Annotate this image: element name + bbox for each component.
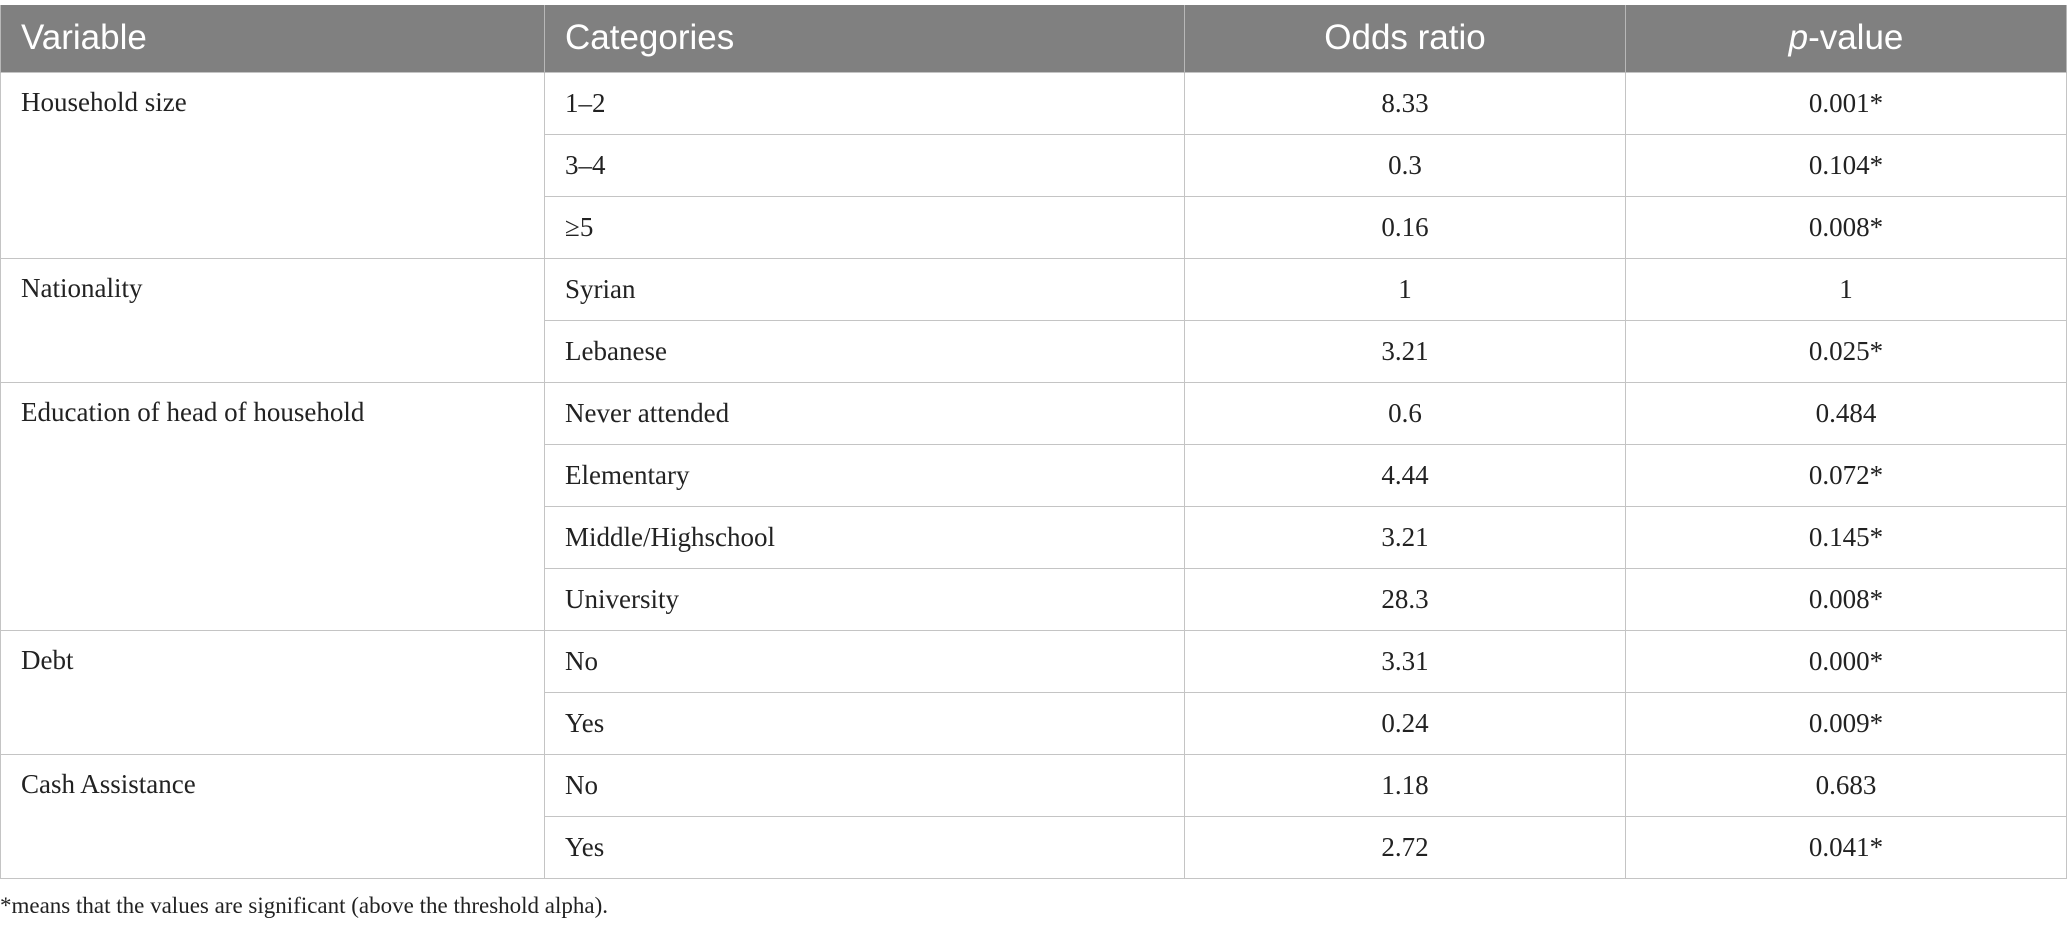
table-row: Education of head of household Never atte…: [0, 381, 2067, 631]
category-cell: University: [544, 567, 1185, 631]
odds-ratio-cell: 1: [1184, 257, 1626, 321]
odds-ratio-cell: 3.31: [1184, 629, 1626, 693]
p-value-cell: 0.009*: [1625, 691, 2067, 755]
p-value-cell: 0.008*: [1625, 195, 2067, 259]
p-value-cell: 0.104*: [1625, 133, 2067, 197]
category-cell: ≥5: [544, 195, 1185, 259]
header-p-value: p-value: [1625, 5, 2067, 72]
category-cell: 1–2: [544, 71, 1185, 135]
variable-cell: Household size: [0, 71, 545, 259]
p-value-cell: 0.484: [1625, 381, 2067, 445]
table-row: Cash Assistance No 1.18 0.683: [0, 753, 2067, 879]
variable-cell: Debt: [0, 629, 545, 755]
table-body: Household size 1–2 8.33 0.001* 3–4 0.3 0.104* ≥…: [0, 71, 2067, 879]
table-row: University 28.3 0.008*: [1, 567, 2067, 631]
p-value-cell: 1: [1625, 257, 2067, 321]
odds-ratio-cell: 3.21: [1184, 319, 1626, 383]
header-p-value-italic: p: [1788, 18, 1809, 58]
odds-ratio-cell: 8.33: [1184, 71, 1626, 135]
variable-cell: Education of head of household: [0, 381, 545, 631]
category-cell: 3–4: [544, 133, 1185, 197]
odds-ratio-cell: 1.18: [1184, 753, 1626, 817]
category-cell: Yes: [544, 691, 1185, 755]
table-row: 3–4 0.3 0.104*: [1, 133, 2067, 197]
category-cell: No: [544, 753, 1185, 817]
category-cell: Lebanese: [544, 319, 1185, 383]
p-value-cell: 0.683: [1625, 753, 2067, 817]
table-row: Middle/Highschool 3.21 0.145*: [1, 505, 2067, 569]
table-header: Variable Categories Odds ratio p-value: [0, 5, 2067, 72]
p-value-cell: 0.008*: [1625, 567, 2067, 631]
p-value-cell: 0.041*: [1625, 815, 2067, 879]
odds-ratio-cell: 3.21: [1184, 505, 1626, 569]
header-categories: Categories: [544, 5, 1185, 72]
odds-ratio-cell: 0.6: [1184, 381, 1626, 445]
odds-ratio-cell: 0.16: [1184, 195, 1626, 259]
p-value-cell: 0.001*: [1625, 71, 2067, 135]
variable-cell: Cash Assistance: [0, 753, 545, 879]
p-value-cell: 0.025*: [1625, 319, 2067, 383]
table-footnote: *means that the values are significant (…: [0, 893, 609, 918]
header-odds-ratio: Odds ratio: [1184, 5, 1626, 72]
table-row: Debt No 3.31 0.000*: [0, 629, 2067, 755]
category-cell: Elementary: [544, 443, 1185, 507]
odds-ratio-cell: 4.44: [1184, 443, 1626, 507]
odds-ratio-table: Variable Categories Odds ratio p-value H…: [0, 5, 2067, 879]
table-row: Yes 2.72 0.041*: [1, 815, 2067, 879]
table-row: Yes 0.24 0.009*: [1, 691, 2067, 755]
odds-ratio-cell: 0.3: [1184, 133, 1626, 197]
header-row: Variable Categories Odds ratio p-value: [0, 5, 2067, 72]
p-value-cell: 0.000*: [1625, 629, 2067, 693]
table-row: Elementary 4.44 0.072*: [1, 443, 2067, 507]
header-p-value-suffix: -value: [1808, 18, 1904, 58]
odds-ratio-cell: 2.72: [1184, 815, 1626, 879]
category-cell: Syrian: [544, 257, 1185, 321]
table-row: Nationality Syrian 1 1: [0, 257, 2067, 383]
category-cell: Middle/Highschool: [544, 505, 1185, 569]
header-variable: Variable: [0, 5, 545, 72]
variable-cell: Nationality: [0, 257, 545, 383]
p-value-cell: 0.072*: [1625, 443, 2067, 507]
p-value-cell: 0.145*: [1625, 505, 2067, 569]
category-cell: Never attended: [544, 381, 1185, 445]
odds-ratio-cell: 0.24: [1184, 691, 1626, 755]
category-cell: Yes: [544, 815, 1185, 879]
table-row: Household size 1–2 8.33 0.001*: [0, 71, 2067, 259]
odds-ratio-cell: 28.3: [1184, 567, 1626, 631]
category-cell: No: [544, 629, 1185, 693]
